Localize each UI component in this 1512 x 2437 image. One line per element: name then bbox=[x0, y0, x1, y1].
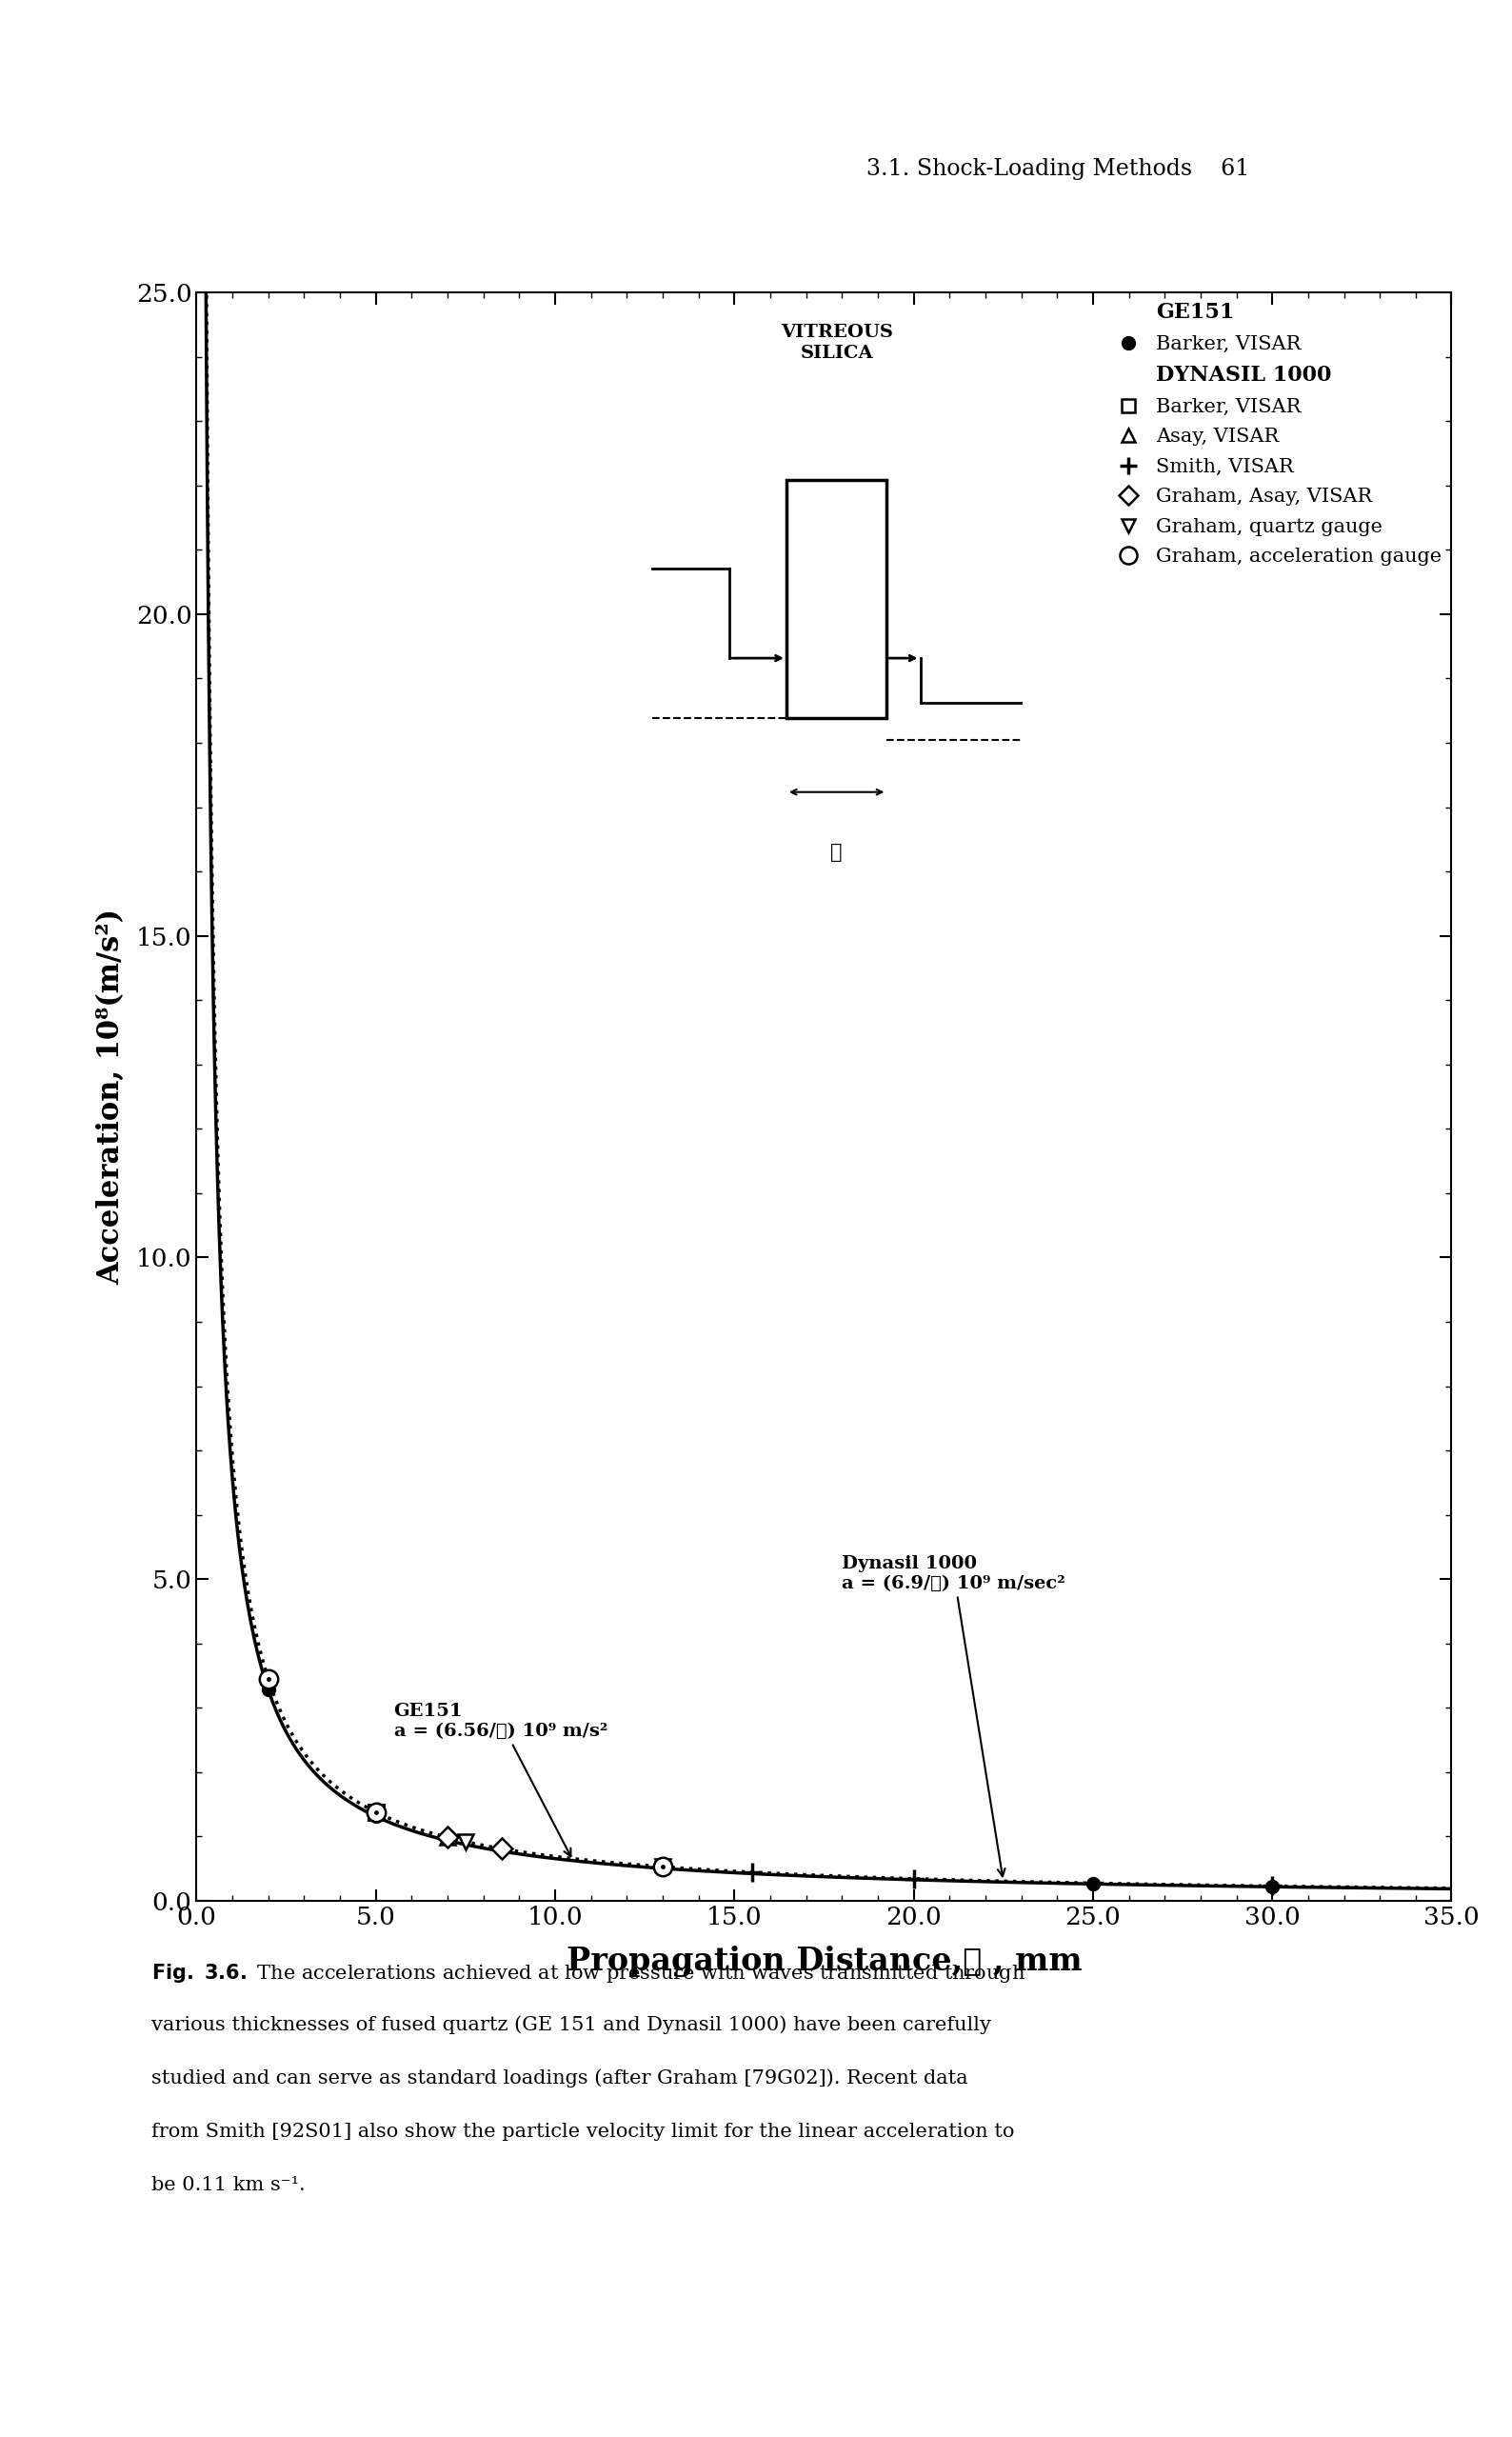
Legend: GE151, Barker, VISAR, DYNASIL 1000, Barker, VISAR , Asay, VISAR, Smith, VISAR, G: GE151, Barker, VISAR, DYNASIL 1000, Bark… bbox=[1116, 302, 1441, 565]
X-axis label: Propagation Distance,ℓ , mm: Propagation Distance,ℓ , mm bbox=[565, 1945, 1083, 1976]
Text: from Smith [92S01] also show the particle velocity limit for the linear accelera: from Smith [92S01] also show the particl… bbox=[151, 2123, 1015, 2140]
Text: studied and can serve as standard loadings (after Graham [79G02]). Recent data: studied and can serve as standard loadin… bbox=[151, 2069, 968, 2089]
Text: Dynasil 1000
a = (6.9/ℓ) 10⁹ m/sec²: Dynasil 1000 a = (6.9/ℓ) 10⁹ m/sec² bbox=[842, 1555, 1066, 1876]
Text: 3.1. Shock-Loading Methods    61: 3.1. Shock-Loading Methods 61 bbox=[866, 158, 1250, 180]
Text: GE151
a = (6.56/ℓ) 10⁹ m/s²: GE151 a = (6.56/ℓ) 10⁹ m/s² bbox=[393, 1703, 608, 1857]
Text: be 0.11 km s⁻¹.: be 0.11 km s⁻¹. bbox=[151, 2176, 305, 2193]
Text: various thicknesses of fused quartz (GE 151 and Dynasil 1000) have been carefull: various thicknesses of fused quartz (GE … bbox=[151, 2015, 990, 2035]
Y-axis label: Acceleration, 10⁸(m/s²): Acceleration, 10⁸(m/s²) bbox=[95, 909, 125, 1284]
Text: $\mathbf{Fig.\ 3.6.}$ The accelerations achieved at low pressure with waves tran: $\mathbf{Fig.\ 3.6.}$ The accelerations … bbox=[151, 1962, 1025, 1984]
